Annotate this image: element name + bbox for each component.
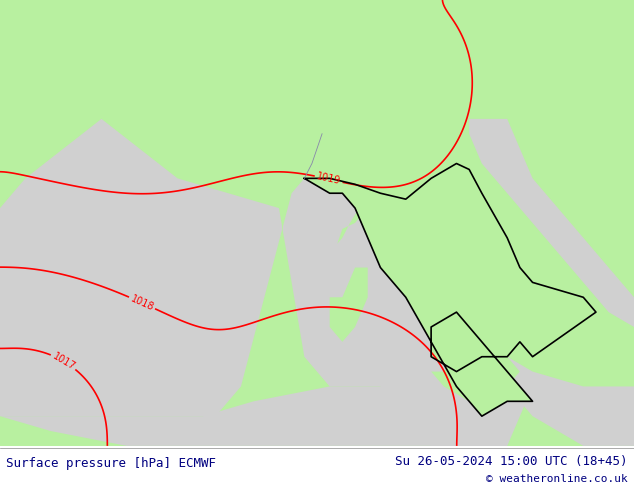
Polygon shape [304,164,596,416]
Text: Su 26-05-2024 15:00 UTC (18+45): Su 26-05-2024 15:00 UTC (18+45) [395,455,628,468]
Polygon shape [469,119,634,327]
Polygon shape [330,268,368,342]
Text: Surface pressure [hPa] ECMWF: Surface pressure [hPa] ECMWF [6,457,216,470]
Polygon shape [337,202,368,244]
Polygon shape [0,371,507,446]
Polygon shape [431,357,520,401]
Text: 1017: 1017 [51,351,77,372]
Polygon shape [0,119,533,446]
Polygon shape [0,0,634,446]
Polygon shape [507,357,634,446]
Text: 1018: 1018 [129,293,155,313]
Text: © weatheronline.co.uk: © weatheronline.co.uk [486,474,628,484]
Text: 1019: 1019 [316,172,342,187]
